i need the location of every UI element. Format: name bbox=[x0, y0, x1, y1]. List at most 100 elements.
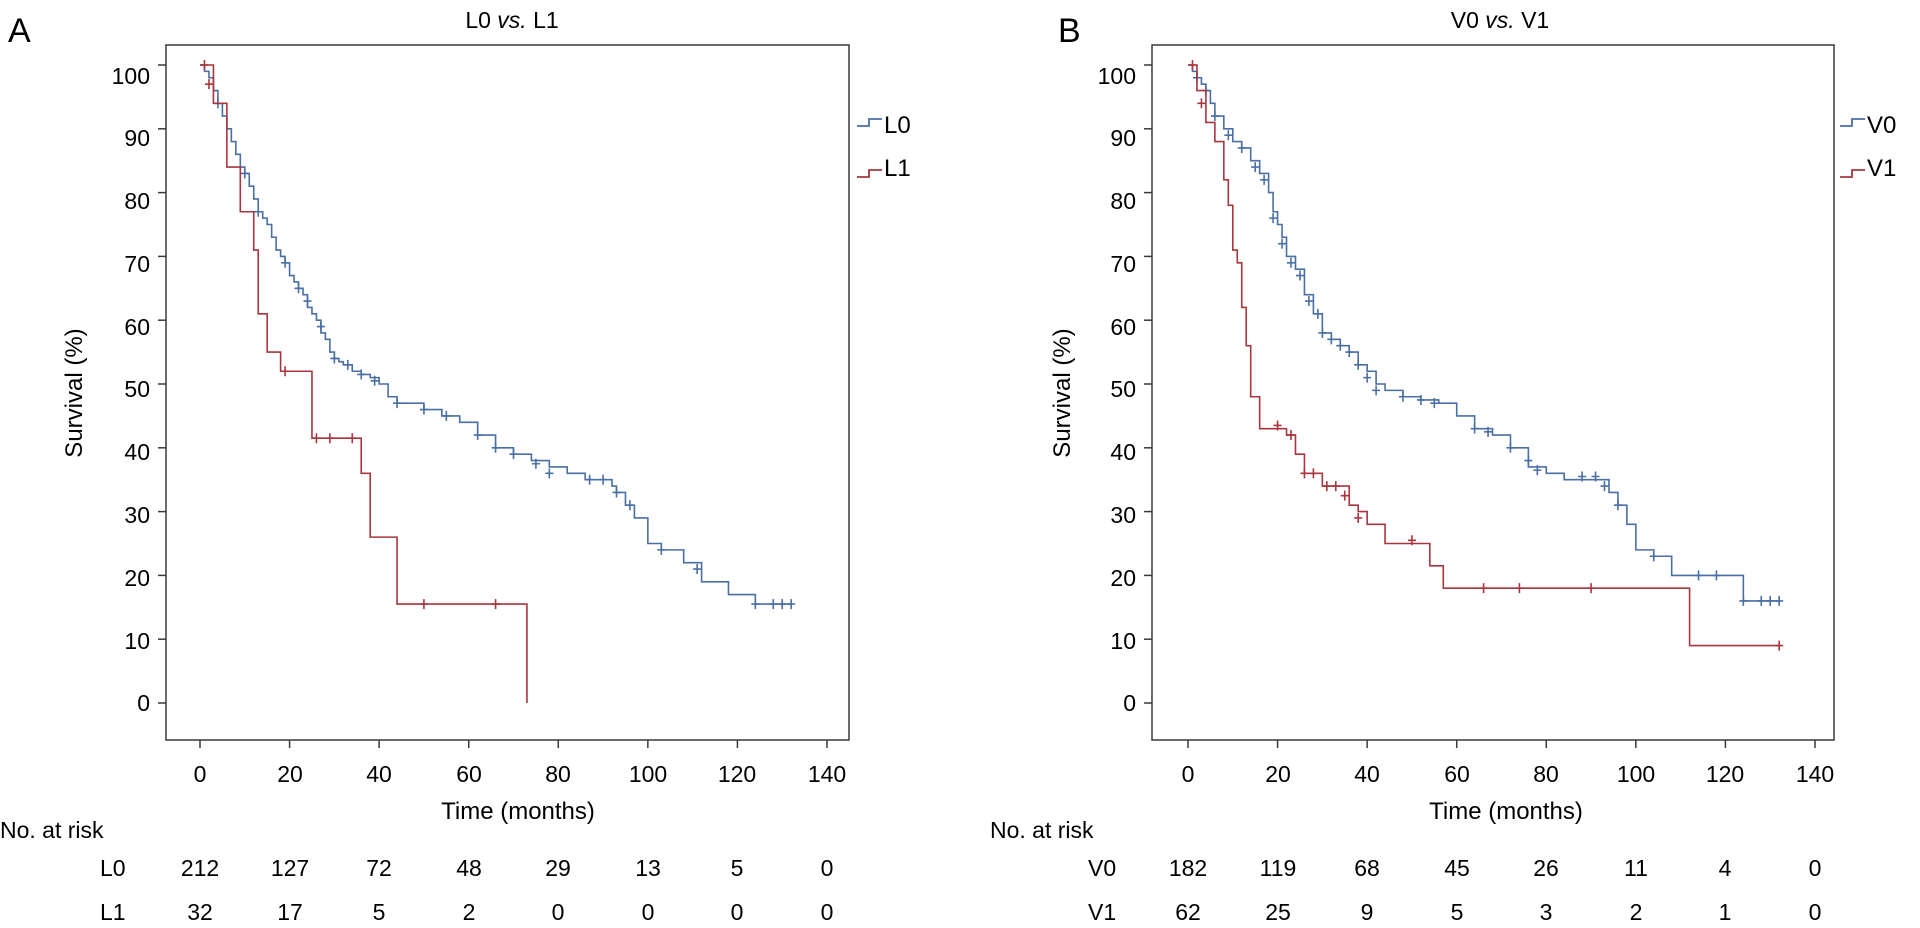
panel-b-xtick-100: 100 bbox=[1617, 761, 1655, 787]
panel-a-title: L0 vs. L1 bbox=[465, 7, 558, 33]
panel-b-ytick-0: 0 bbox=[1123, 690, 1136, 716]
panel-b-xtick-140: 140 bbox=[1796, 761, 1834, 787]
panel-a-ytick-40: 40 bbox=[124, 439, 150, 465]
panel-b-ytick-60: 60 bbox=[1110, 314, 1136, 340]
panel-a-l0-censor-mark bbox=[303, 296, 312, 307]
panel-b-v0-censor-mark bbox=[1345, 347, 1354, 358]
panel-b-v1-censor-mark bbox=[1354, 512, 1363, 523]
panel-a-xtick-20: 20 bbox=[277, 761, 303, 787]
panel-b-risk-v1-t40: 9 bbox=[1361, 899, 1374, 925]
panel-b-v1-censor-mark bbox=[1515, 583, 1524, 594]
panel-b-risk-table-title: No. at risk bbox=[990, 817, 1094, 843]
panel-a-l1-censor-mark bbox=[419, 599, 428, 610]
panel-b-v0-censor-mark bbox=[1775, 595, 1784, 606]
panel-b-v0-censor-mark bbox=[1578, 471, 1587, 482]
panel-b-risk-v1-t80: 3 bbox=[1540, 899, 1553, 925]
panel-b-v0-censor-mark bbox=[1237, 142, 1246, 153]
panel-b-v0-censor-mark bbox=[1470, 423, 1479, 434]
panel-a-l0-censor-mark bbox=[599, 474, 608, 485]
panel-b-v1-censor-mark bbox=[1331, 481, 1340, 492]
panel-a-risk-l0-t0: 212 bbox=[181, 855, 219, 881]
panel-b-v0-censor-mark bbox=[1416, 394, 1425, 405]
panel-a-ytick-70: 70 bbox=[124, 251, 150, 277]
panel-b-xtick-80: 80 bbox=[1533, 761, 1559, 787]
panel-a-x-axis-label: Time (months) bbox=[441, 798, 595, 825]
panel-a-risk-l1-t40: 5 bbox=[373, 899, 386, 925]
panel-a-l0-censor-mark bbox=[491, 442, 500, 453]
panel-a-ytick-50: 50 bbox=[124, 376, 150, 402]
panel-b-v0-censor-mark bbox=[1327, 334, 1336, 345]
panel-a-xtick-140: 140 bbox=[808, 761, 846, 787]
panel-a-ytick-100: 100 bbox=[112, 63, 150, 89]
panel-a-l0-censor-mark bbox=[393, 398, 402, 409]
panel-b-v0-censor-marks bbox=[1192, 72, 1784, 606]
panel-a-risk-row-l0-label: L0 bbox=[100, 855, 126, 881]
panel-a-risk-table: No. at risk L0 L1 212 127 72 48 29 13 5 … bbox=[0, 817, 833, 925]
panel-a-l0-censor-mark bbox=[531, 458, 540, 469]
panel-a-ytick-90: 90 bbox=[124, 125, 150, 151]
panel-a-series-l0 bbox=[200, 64, 796, 610]
panel-b-y-axis-label: Survival (%) bbox=[1049, 328, 1076, 457]
panel-a-l1-censor-mark bbox=[200, 60, 209, 70]
panel-a-l1-curve bbox=[200, 64, 528, 703]
panel-b-v0-censor-mark bbox=[1278, 238, 1287, 249]
panel-b-risk-v1-t20: 25 bbox=[1265, 899, 1291, 925]
panel-b-series-v1 bbox=[1188, 60, 1784, 651]
panel-b-v0-censor-mark bbox=[1600, 481, 1609, 492]
panel-b-ytick-50: 50 bbox=[1110, 376, 1136, 402]
panel-a-l0-censor-mark bbox=[240, 168, 249, 179]
panel-a-xtick-100: 100 bbox=[629, 761, 667, 787]
panel-b-v1-censor-mark bbox=[1340, 490, 1349, 501]
panel-b-series-v0 bbox=[1188, 64, 1784, 606]
panel-a-plot-frame bbox=[165, 44, 850, 741]
panel-b-v0-censor-mark bbox=[1260, 174, 1269, 185]
panel-b-v1-censor-mark bbox=[1322, 481, 1331, 492]
panel-a-l1-censor-mark bbox=[348, 433, 357, 444]
panel-b-v0-censor-mark bbox=[1739, 595, 1748, 606]
panel-b-plot-frame bbox=[1151, 44, 1835, 741]
panel-a-l0-censor-mark bbox=[281, 257, 290, 268]
panel-b-v0-censor-mark bbox=[1591, 471, 1600, 482]
panel-b-v0-censor-mark bbox=[1363, 372, 1372, 383]
panel-a-ytick-80: 80 bbox=[124, 188, 150, 214]
panel-b-v0-censor-mark bbox=[1649, 551, 1658, 562]
panel-a-xtick-40: 40 bbox=[366, 761, 392, 787]
panel-a-series-l1 bbox=[200, 60, 528, 703]
panel-b-v1-censor-mark bbox=[1197, 98, 1206, 109]
panel-b-x-ticks: 0 20 40 60 80 100 120 140 bbox=[1182, 761, 1835, 787]
panel-b-y-ticks: 0 10 20 30 40 50 60 70 80 90 100 bbox=[1098, 63, 1136, 716]
panel-b-tick-marks bbox=[1144, 64, 1816, 748]
panel-a-l0-censor-mark bbox=[343, 359, 352, 370]
panel-a-l0-censor-mark bbox=[473, 430, 482, 441]
panel-b-risk-v1-t0: 62 bbox=[1175, 899, 1201, 925]
panel-b: B V0 vs. V1 0 10 20 30 40 50 60 70 80 90… bbox=[990, 7, 1896, 925]
panel-a-risk-table-title: No. at risk bbox=[0, 817, 104, 843]
panel-a-risk-l0-t140: 0 bbox=[821, 855, 834, 881]
panel-b-risk-v1-t140: 0 bbox=[1809, 899, 1822, 925]
panel-a-risk-l1-t120: 0 bbox=[731, 899, 744, 925]
panel-b-ytick-20: 20 bbox=[1110, 565, 1136, 591]
panel-b-v0-censor-mark bbox=[1694, 570, 1703, 581]
panel-b-xtick-0: 0 bbox=[1182, 761, 1195, 787]
panel-a-ytick-30: 30 bbox=[124, 502, 150, 528]
panel-b-v0-censor-mark bbox=[1304, 296, 1313, 307]
panel-a-l1-censor-mark bbox=[312, 433, 321, 444]
panel-b-ytick-70: 70 bbox=[1110, 251, 1136, 277]
panel-a: A L0 vs. L1 0 10 20 30 40 50 60 70 80 90… bbox=[0, 7, 911, 925]
panel-a-l0-censor-mark bbox=[778, 599, 787, 610]
panel-b-risk-v1-t60: 5 bbox=[1451, 899, 1464, 925]
panel-b-risk-v1-t100: 2 bbox=[1630, 899, 1643, 925]
panel-b-risk-v1-t120: 1 bbox=[1719, 899, 1732, 925]
panel-b-risk-table: No. at risk V0 V1 182 119 68 45 26 11 4 … bbox=[990, 817, 1821, 925]
panel-a-risk-l1-t80: 0 bbox=[552, 899, 565, 925]
panel-b-xtick-40: 40 bbox=[1354, 761, 1380, 787]
panel-b-v0-censor-mark bbox=[1484, 426, 1493, 437]
panel-b-risk-v0-t0: 182 bbox=[1169, 855, 1207, 881]
panel-b-ytick-10: 10 bbox=[1110, 628, 1136, 654]
panel-b-v0-censor-mark bbox=[1430, 398, 1439, 409]
panel-a-l1-censor-mark bbox=[204, 79, 213, 90]
panel-a-tick-marks bbox=[158, 64, 828, 748]
panel-b-title: V0 vs. V1 bbox=[1451, 7, 1549, 33]
panel-b-legend-v0-swatch bbox=[1840, 118, 1865, 127]
